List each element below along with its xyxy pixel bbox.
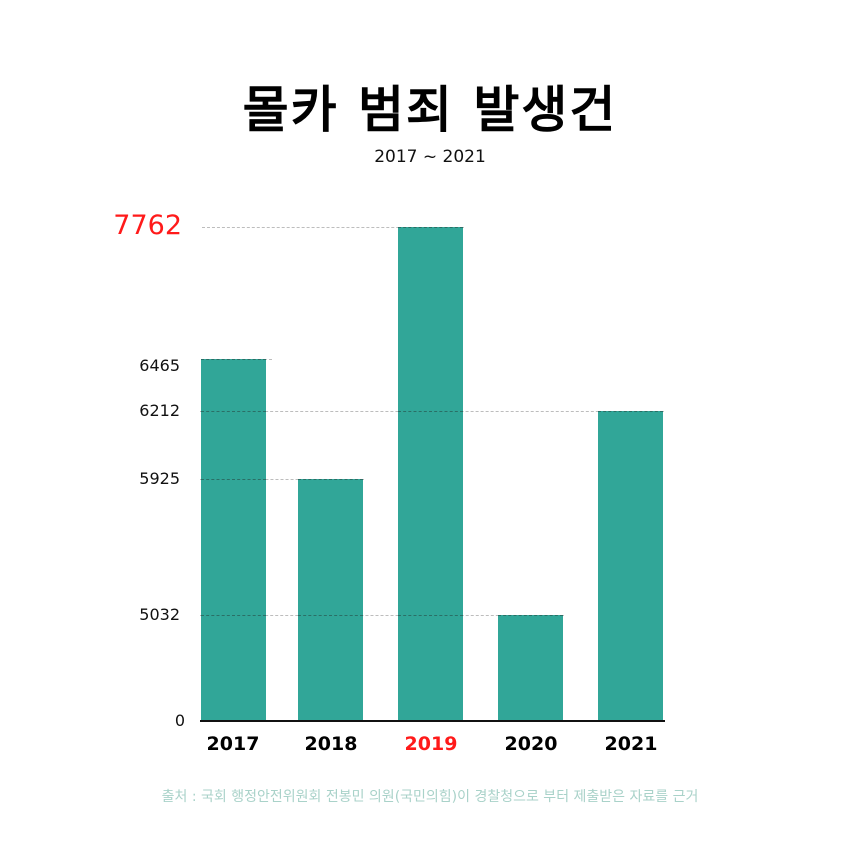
x-label-2018: 2018 <box>304 733 358 755</box>
x-label-2021: 2021 <box>604 733 658 755</box>
y-label: 6212 <box>139 401 180 420</box>
ref-line-overlay <box>201 411 266 412</box>
source-note: 출처 : 국회 행정안전위원회 전봉민 의원(국민의힘)이 경찰청으로 부터 제… <box>161 789 699 805</box>
y-label-max: 7762 <box>113 210 182 241</box>
y-label: 5925 <box>139 469 180 488</box>
x-label-2020: 2020 <box>504 733 558 755</box>
ref-line-overlay <box>398 615 463 616</box>
ref-line-overlay <box>598 411 663 412</box>
bar-2018 <box>298 479 363 721</box>
ref-line-5925 <box>200 479 364 480</box>
ref-line-overlay <box>201 615 266 616</box>
bar-2019 <box>398 227 463 721</box>
ref-line-overlay <box>498 615 563 616</box>
ref-line-overlay <box>298 479 363 480</box>
bar-2020 <box>498 615 563 721</box>
ref-line-overlay <box>201 359 266 360</box>
ref-line-overlay <box>201 479 266 480</box>
y-label: 5032 <box>139 605 180 624</box>
y-label: 0 <box>174 711 185 730</box>
y-label: 6465 <box>139 356 180 375</box>
chart-subtitle: 2017 ~ 2021 <box>374 147 486 167</box>
x-label-2019: 2019 <box>404 733 458 755</box>
ref-line-5032 <box>200 615 564 616</box>
bar-2017 <box>201 359 266 721</box>
x-label-2017: 2017 <box>206 733 260 755</box>
ref-line-overlay <box>298 615 363 616</box>
ref-line-overlay <box>398 227 463 228</box>
ref-line-overlay <box>398 411 463 412</box>
ref-line-7762 <box>202 227 464 228</box>
bar-2021 <box>598 411 663 721</box>
x-axis-line <box>200 720 665 722</box>
chart-title: 몰카 범죄 발생건 <box>242 81 618 139</box>
